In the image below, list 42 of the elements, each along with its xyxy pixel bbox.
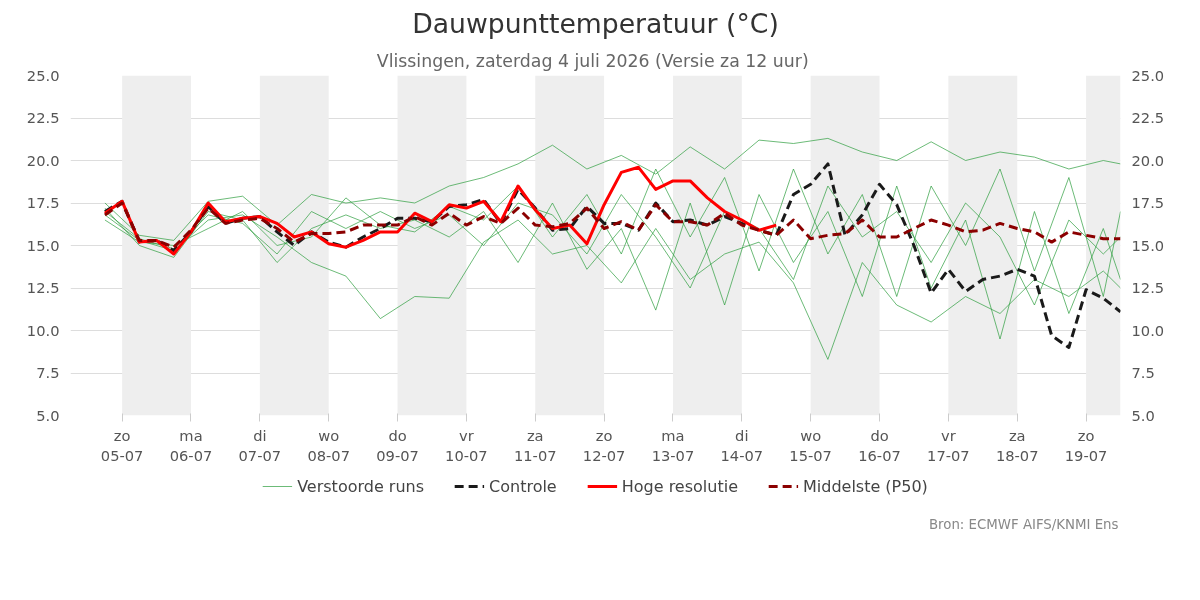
x-tick-label: do 16-07 — [858, 426, 901, 464]
x-tick-label: za 18-07 — [995, 426, 1039, 464]
y2-tick-label: 5.0 — [1131, 406, 1155, 424]
y2-tick-label: 15.0 — [1131, 236, 1165, 254]
y-tick-label: 22.5 — [26, 109, 60, 126]
x-tick-label: zo 05-07 — [100, 426, 144, 464]
legend-label: Verstoorde runs — [297, 476, 425, 496]
text: Bron: ECMWF AIFS/KNMI Ens — [928, 516, 1119, 532]
y2-tick-label: 25.0 — [1131, 66, 1165, 84]
y2-tick-label: 17.5 — [1131, 194, 1165, 211]
y-tick-label: 15.0 — [26, 236, 60, 254]
y-tick-label: 7.5 — [36, 364, 60, 381]
x-tick-label: zo 12-07 — [582, 426, 626, 464]
x-tick-label: di 07-07 — [238, 426, 282, 464]
y-tick-label: 20.0 — [26, 151, 60, 169]
legend-label: Hoge resolutie — [621, 476, 738, 496]
x-tick-label: do 09-07 — [376, 426, 419, 464]
y2-tick-label: 22.5 — [1131, 109, 1165, 126]
y2-tick-label: 7.5 — [1131, 364, 1155, 381]
chart-title: Dauwpunttemperatuur (°C) — [412, 7, 779, 39]
x-tick-label: ma 06-07 — [169, 426, 213, 464]
x-tick-label: vr 10-07 — [445, 426, 488, 464]
line-series — [103, 201, 1121, 249]
y-tick-label: 17.5 — [26, 194, 60, 211]
x-tick-label: zo 19-07 — [1064, 426, 1108, 464]
y2-tick-label: 20.0 — [1131, 151, 1165, 169]
x-tick-label: za 11-07 — [513, 426, 557, 464]
y-tick-label: 10.0 — [26, 321, 60, 339]
x-tick-label: wo 15-07 — [789, 426, 832, 464]
y2-tick-label: 12.5 — [1131, 279, 1165, 296]
y-tick-label: 12.5 — [26, 279, 60, 296]
y2-tick-label: 10.0 — [1131, 321, 1165, 339]
chart-subtitle: Vlissingen, zaterdag 4 juli 2026 (Versie za 12 uur) — [376, 50, 809, 71]
legend-label: Middelste (P50) — [802, 476, 928, 496]
line-series — [103, 162, 1121, 349]
x-tick-label: wo 08-07 — [307, 426, 350, 464]
x-tick-label: di 14-07 — [720, 426, 764, 464]
x-tick-label: ma 13-07 — [651, 426, 695, 464]
x-tick-label: vr 17-07 — [927, 426, 970, 464]
legend-label: Controle — [489, 476, 557, 496]
y-tick-label: 5.0 — [36, 406, 60, 424]
y-tick-label: 25.0 — [26, 66, 60, 84]
